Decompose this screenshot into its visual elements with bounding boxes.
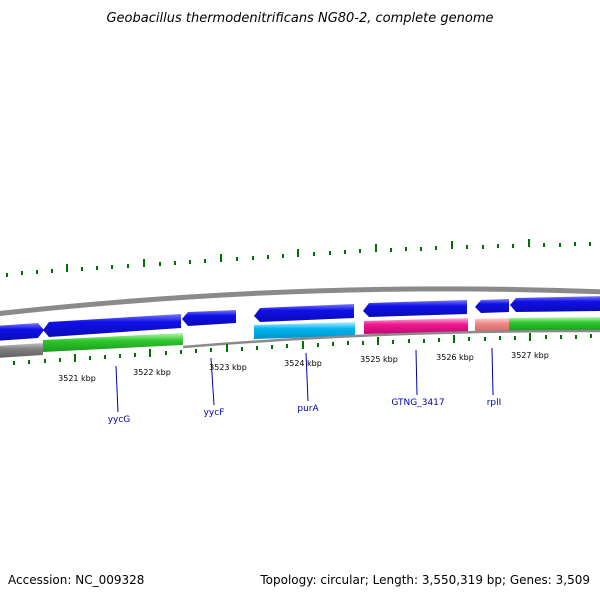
gene-label-yycG: yycG — [108, 415, 131, 425]
gene-label-GTNG_3417: GTNG_3417 — [391, 398, 444, 408]
accession-label: Accession: NC_009328 — [8, 573, 145, 587]
feature-purA — [254, 322, 355, 339]
scale-label-3522: 3522 kbp — [133, 368, 171, 377]
scale-label-3526: 3526 kbp — [436, 353, 474, 362]
scale-label-3525: 3525 kbp — [360, 355, 398, 364]
gene-labels: yycG yycF purA GTNG_3417 rplI — [108, 398, 502, 425]
gene-arrow-right — [510, 296, 600, 312]
gene-arrow-yycF — [182, 310, 236, 326]
gene-label-rplI: rplI — [487, 398, 502, 408]
gene-arrow-yycG — [43, 314, 181, 337]
map-title: Geobacillus thermodenitrificans NG80-2, … — [106, 11, 493, 26]
genome-summary: Topology: circular; Length: 3,550,319 bp… — [260, 573, 590, 587]
gene-arrow-purA-upstream — [254, 304, 354, 322]
gene-arrow — [0, 323, 44, 341]
gene-label-yycF: yycF — [204, 408, 225, 418]
scale-labels: 3521 kbp 3522 kbp 3523 kbp 3524 kbp 3525… — [58, 351, 549, 383]
scale-label-3524: 3524 kbp — [284, 359, 322, 368]
scale-label-3523: 3523 kbp — [209, 363, 247, 372]
inner-ticks — [13, 333, 592, 365]
forward-cds-track — [0, 296, 600, 341]
gene-label-leaders — [115, 347, 494, 413]
gene-label-purA: purA — [297, 404, 319, 414]
feature-track — [0, 317, 600, 358]
scale-label-3521: 3521 kbp — [58, 374, 96, 383]
feature-green-right — [509, 317, 600, 331]
genome-backbone-outer — [0, 286, 600, 316]
genome-backbone-inner — [182, 329, 600, 349]
feature-rplI — [475, 318, 509, 332]
scale-label-3527: 3527 kbp — [511, 351, 549, 360]
outer-ticks — [6, 239, 591, 277]
feature-green-yycG — [43, 333, 183, 352]
gene-arrow-rplI-upstream — [475, 299, 509, 313]
feature-gray — [0, 343, 43, 358]
gene-arrow-GTNG_3417-upstream — [363, 300, 467, 317]
feature-GTNG_3417 — [364, 318, 468, 334]
